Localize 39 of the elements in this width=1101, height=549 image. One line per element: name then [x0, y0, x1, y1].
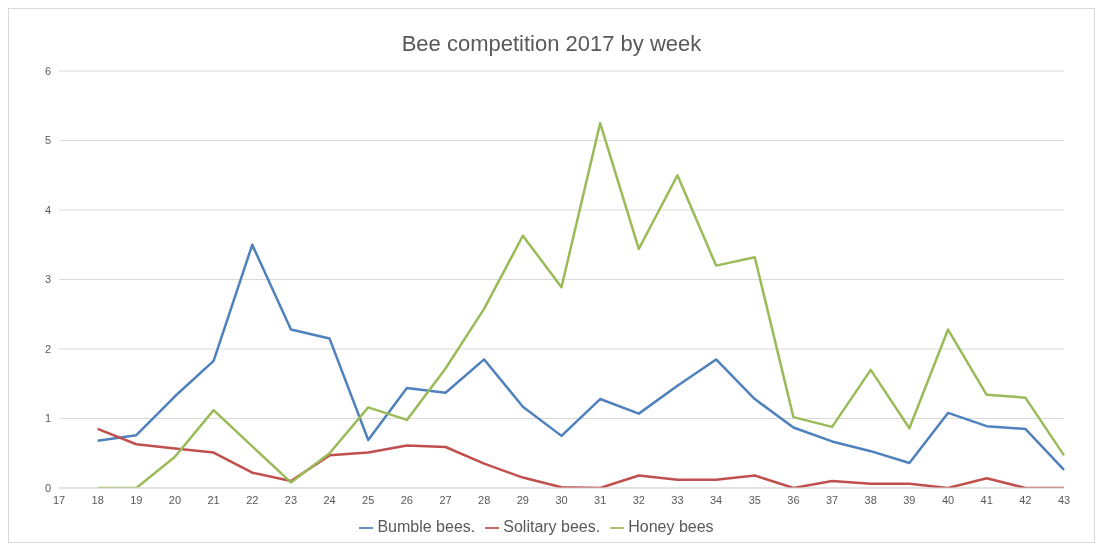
y-tick-label: 6: [44, 64, 51, 77]
x-tick-label: 18: [91, 493, 104, 506]
x-tick-label: 34: [709, 493, 723, 506]
x-tick-label: 37: [825, 493, 839, 506]
x-tick-label: 38: [864, 493, 877, 506]
x-tick-label: 32: [632, 493, 645, 506]
y-tick-label: 3: [44, 273, 51, 286]
x-tick-label: 28: [478, 493, 491, 506]
x-tick-label: 43: [1057, 493, 1071, 506]
x-tick-label: 22: [246, 493, 259, 506]
x-tick-label: 33: [671, 493, 684, 506]
x-tick-label: 39: [903, 493, 916, 506]
x-tick-label: 30: [555, 493, 568, 506]
x-tick-label: 20: [168, 493, 182, 506]
x-tick-label: 21: [207, 493, 220, 506]
x-tick-label: 17: [52, 493, 66, 506]
y-tick-label: 5: [44, 134, 51, 147]
y-tick-label: 0: [44, 481, 51, 494]
x-tick-label: 25: [362, 493, 375, 506]
y-tick-label: 2: [44, 342, 51, 355]
x-tick-label: 27: [439, 493, 452, 506]
x-tick-label: 40: [941, 493, 955, 506]
legend-label: Bumble bees.: [377, 518, 476, 535]
x-tick-label: 19: [130, 493, 143, 506]
x-tick-label: 35: [748, 493, 761, 506]
x-tick-label: 42: [1019, 493, 1032, 506]
legend-label: Solitary bees.: [503, 518, 601, 535]
x-tick-label: 36: [787, 493, 800, 506]
legend-label: Honey bees: [628, 518, 714, 535]
x-tick-label: 41: [980, 493, 993, 506]
chart-title: Bee competition 2017 by week: [400, 30, 703, 58]
x-tick-label: 26: [400, 493, 414, 506]
x-tick-label: 24: [323, 493, 336, 506]
x-tick-label: 23: [284, 493, 298, 506]
y-tick-label: 4: [44, 203, 51, 216]
x-tick-label: 29: [516, 493, 529, 506]
x-tick-label: 31: [594, 493, 607, 506]
line-series: [96, 243, 1066, 472]
y-tick-label: 1: [44, 412, 51, 425]
